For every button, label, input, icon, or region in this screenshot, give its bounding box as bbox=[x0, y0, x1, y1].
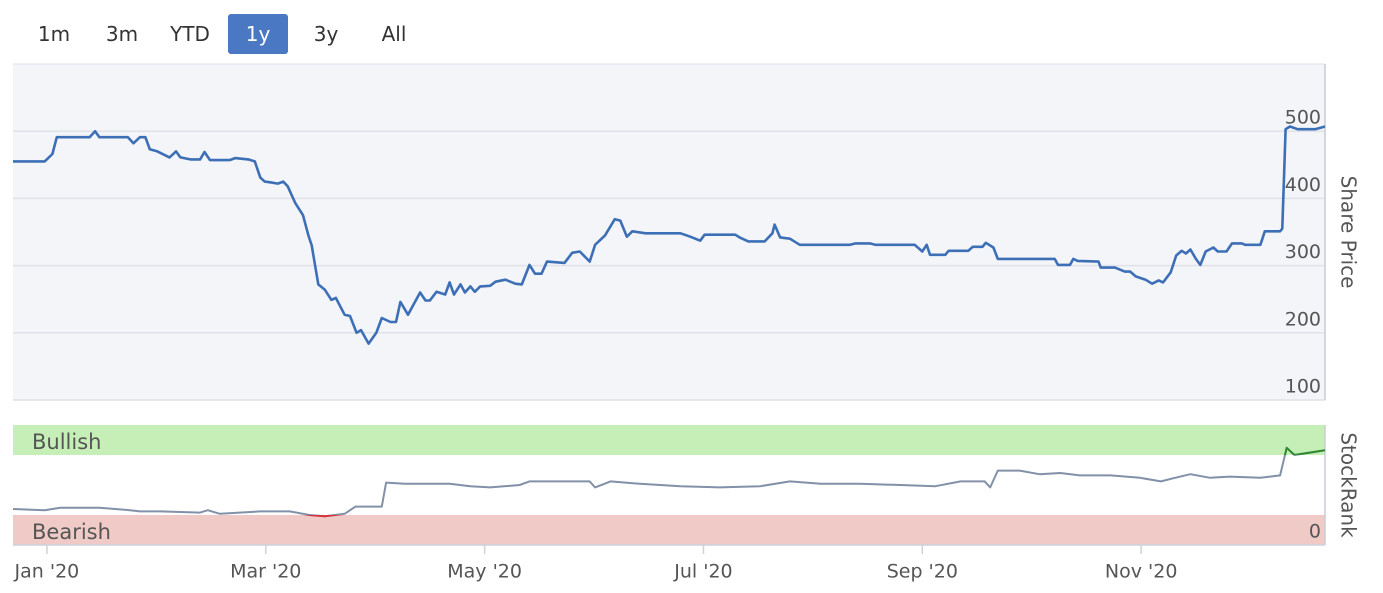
range-button[interactable]: YTD bbox=[170, 22, 210, 46]
y-tick-label: 200 bbox=[1285, 308, 1321, 330]
x-tick-label: Sep '20 bbox=[887, 561, 958, 583]
y-axis-title: StockRank bbox=[1337, 432, 1361, 538]
y-tick-label: 0 bbox=[1309, 521, 1321, 543]
x-tick-label: Jan '20 bbox=[14, 561, 80, 583]
line bbox=[12, 446, 1326, 518]
range-selector: 1m 3m YTD 1y 3y All bbox=[20, 14, 428, 54]
range-button[interactable]: 3y bbox=[313, 22, 339, 46]
y-axis-title: Share Price bbox=[1337, 176, 1361, 289]
range-button[interactable]: All bbox=[381, 22, 407, 46]
band bbox=[13, 425, 1325, 455]
line-highlight bbox=[1283, 446, 1325, 455]
band-label: Bearish bbox=[32, 520, 111, 544]
x-tick-label: Jul '20 bbox=[673, 561, 732, 583]
range-button[interactable]: 3m bbox=[105, 22, 139, 46]
y-tick-label: 500 bbox=[1285, 107, 1321, 129]
band-label: Bullish bbox=[32, 430, 101, 454]
line-highlight bbox=[303, 515, 344, 518]
x-tick-label: Nov '20 bbox=[1105, 561, 1178, 583]
range-button[interactable]: 1y bbox=[228, 14, 288, 54]
line bbox=[13, 125, 1326, 345]
x-tick-label: May '20 bbox=[447, 561, 522, 583]
x-tick-label: Mar '20 bbox=[230, 561, 301, 583]
y-tick-label: 400 bbox=[1285, 174, 1321, 196]
y-tick-label: 100 bbox=[1285, 376, 1321, 398]
band bbox=[13, 515, 1325, 545]
y-tick-label: 300 bbox=[1285, 241, 1321, 263]
range-button[interactable]: 1m bbox=[37, 22, 71, 46]
